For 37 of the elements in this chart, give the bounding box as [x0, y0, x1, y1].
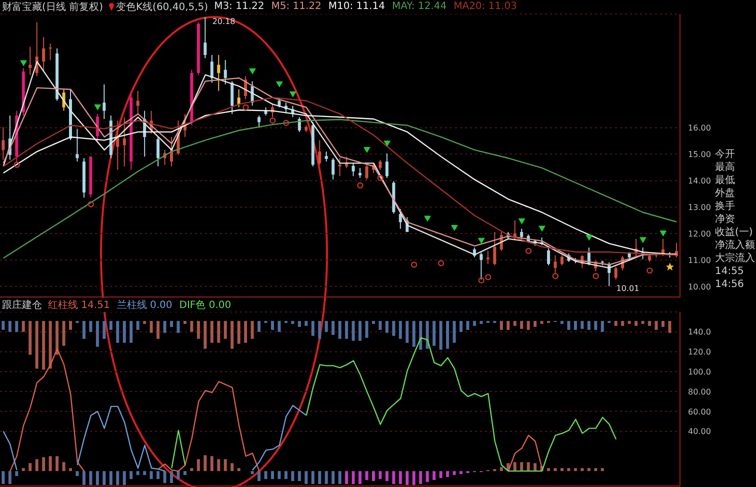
y-tick-label: 14.00 — [688, 176, 711, 186]
text: 净资 — [715, 213, 736, 226]
y-tick-label: 10.00 — [688, 282, 711, 292]
text: 今开 — [715, 148, 736, 161]
y-tick-label: 40.00 — [688, 427, 711, 436]
text: 14:55 — [715, 265, 745, 278]
y-tick-label: 60.00 — [688, 407, 711, 416]
text: M3: 11.22 — [214, 1, 264, 12]
y-tick-label: 140.0 — [688, 328, 711, 337]
text: 红柱线 14.51 — [48, 298, 110, 312]
text: 换手 — [715, 200, 736, 213]
text: 兰柱线 0.00 — [116, 298, 172, 312]
text: 最高 — [715, 161, 736, 174]
text: 大宗流入 — [715, 252, 756, 265]
text: M5: 11.22 — [271, 1, 322, 12]
text: 外盘 — [715, 187, 736, 200]
chart-subtitle: 变色K线(60,40,5,5) — [114, 0, 208, 14]
y-tick-label: 80.00 — [688, 387, 711, 396]
text: MAY: 12.44 — [392, 1, 447, 12]
y-tick-label: 13.00 — [688, 202, 711, 212]
y-tick-label: 16.00 — [688, 124, 711, 133]
y-tick-label: 100.0 — [688, 367, 711, 376]
text: 最低 — [715, 174, 736, 187]
chart-title: 跟庄建仓 — [2, 298, 42, 312]
text: 收益(一) — [715, 226, 754, 239]
text: MA20: 11.03 — [454, 1, 517, 12]
chart-title: 财富宝藏(日线 前复权) — [2, 0, 103, 14]
y-tick-label: 15.00 — [688, 150, 711, 160]
text: M10: 11.14 — [328, 1, 385, 12]
text: 净流入额 — [715, 239, 756, 252]
text: DIF色 0.00 — [179, 298, 232, 312]
text: 14:56 — [715, 278, 745, 291]
annotation: 10.01 — [616, 284, 640, 293]
y-tick-label: 11.00 — [688, 256, 711, 265]
y-tick-label: 12.00 — [688, 229, 711, 238]
annotation: 20.18 — [212, 17, 236, 26]
y-tick-label: 120.0 — [688, 348, 711, 357]
